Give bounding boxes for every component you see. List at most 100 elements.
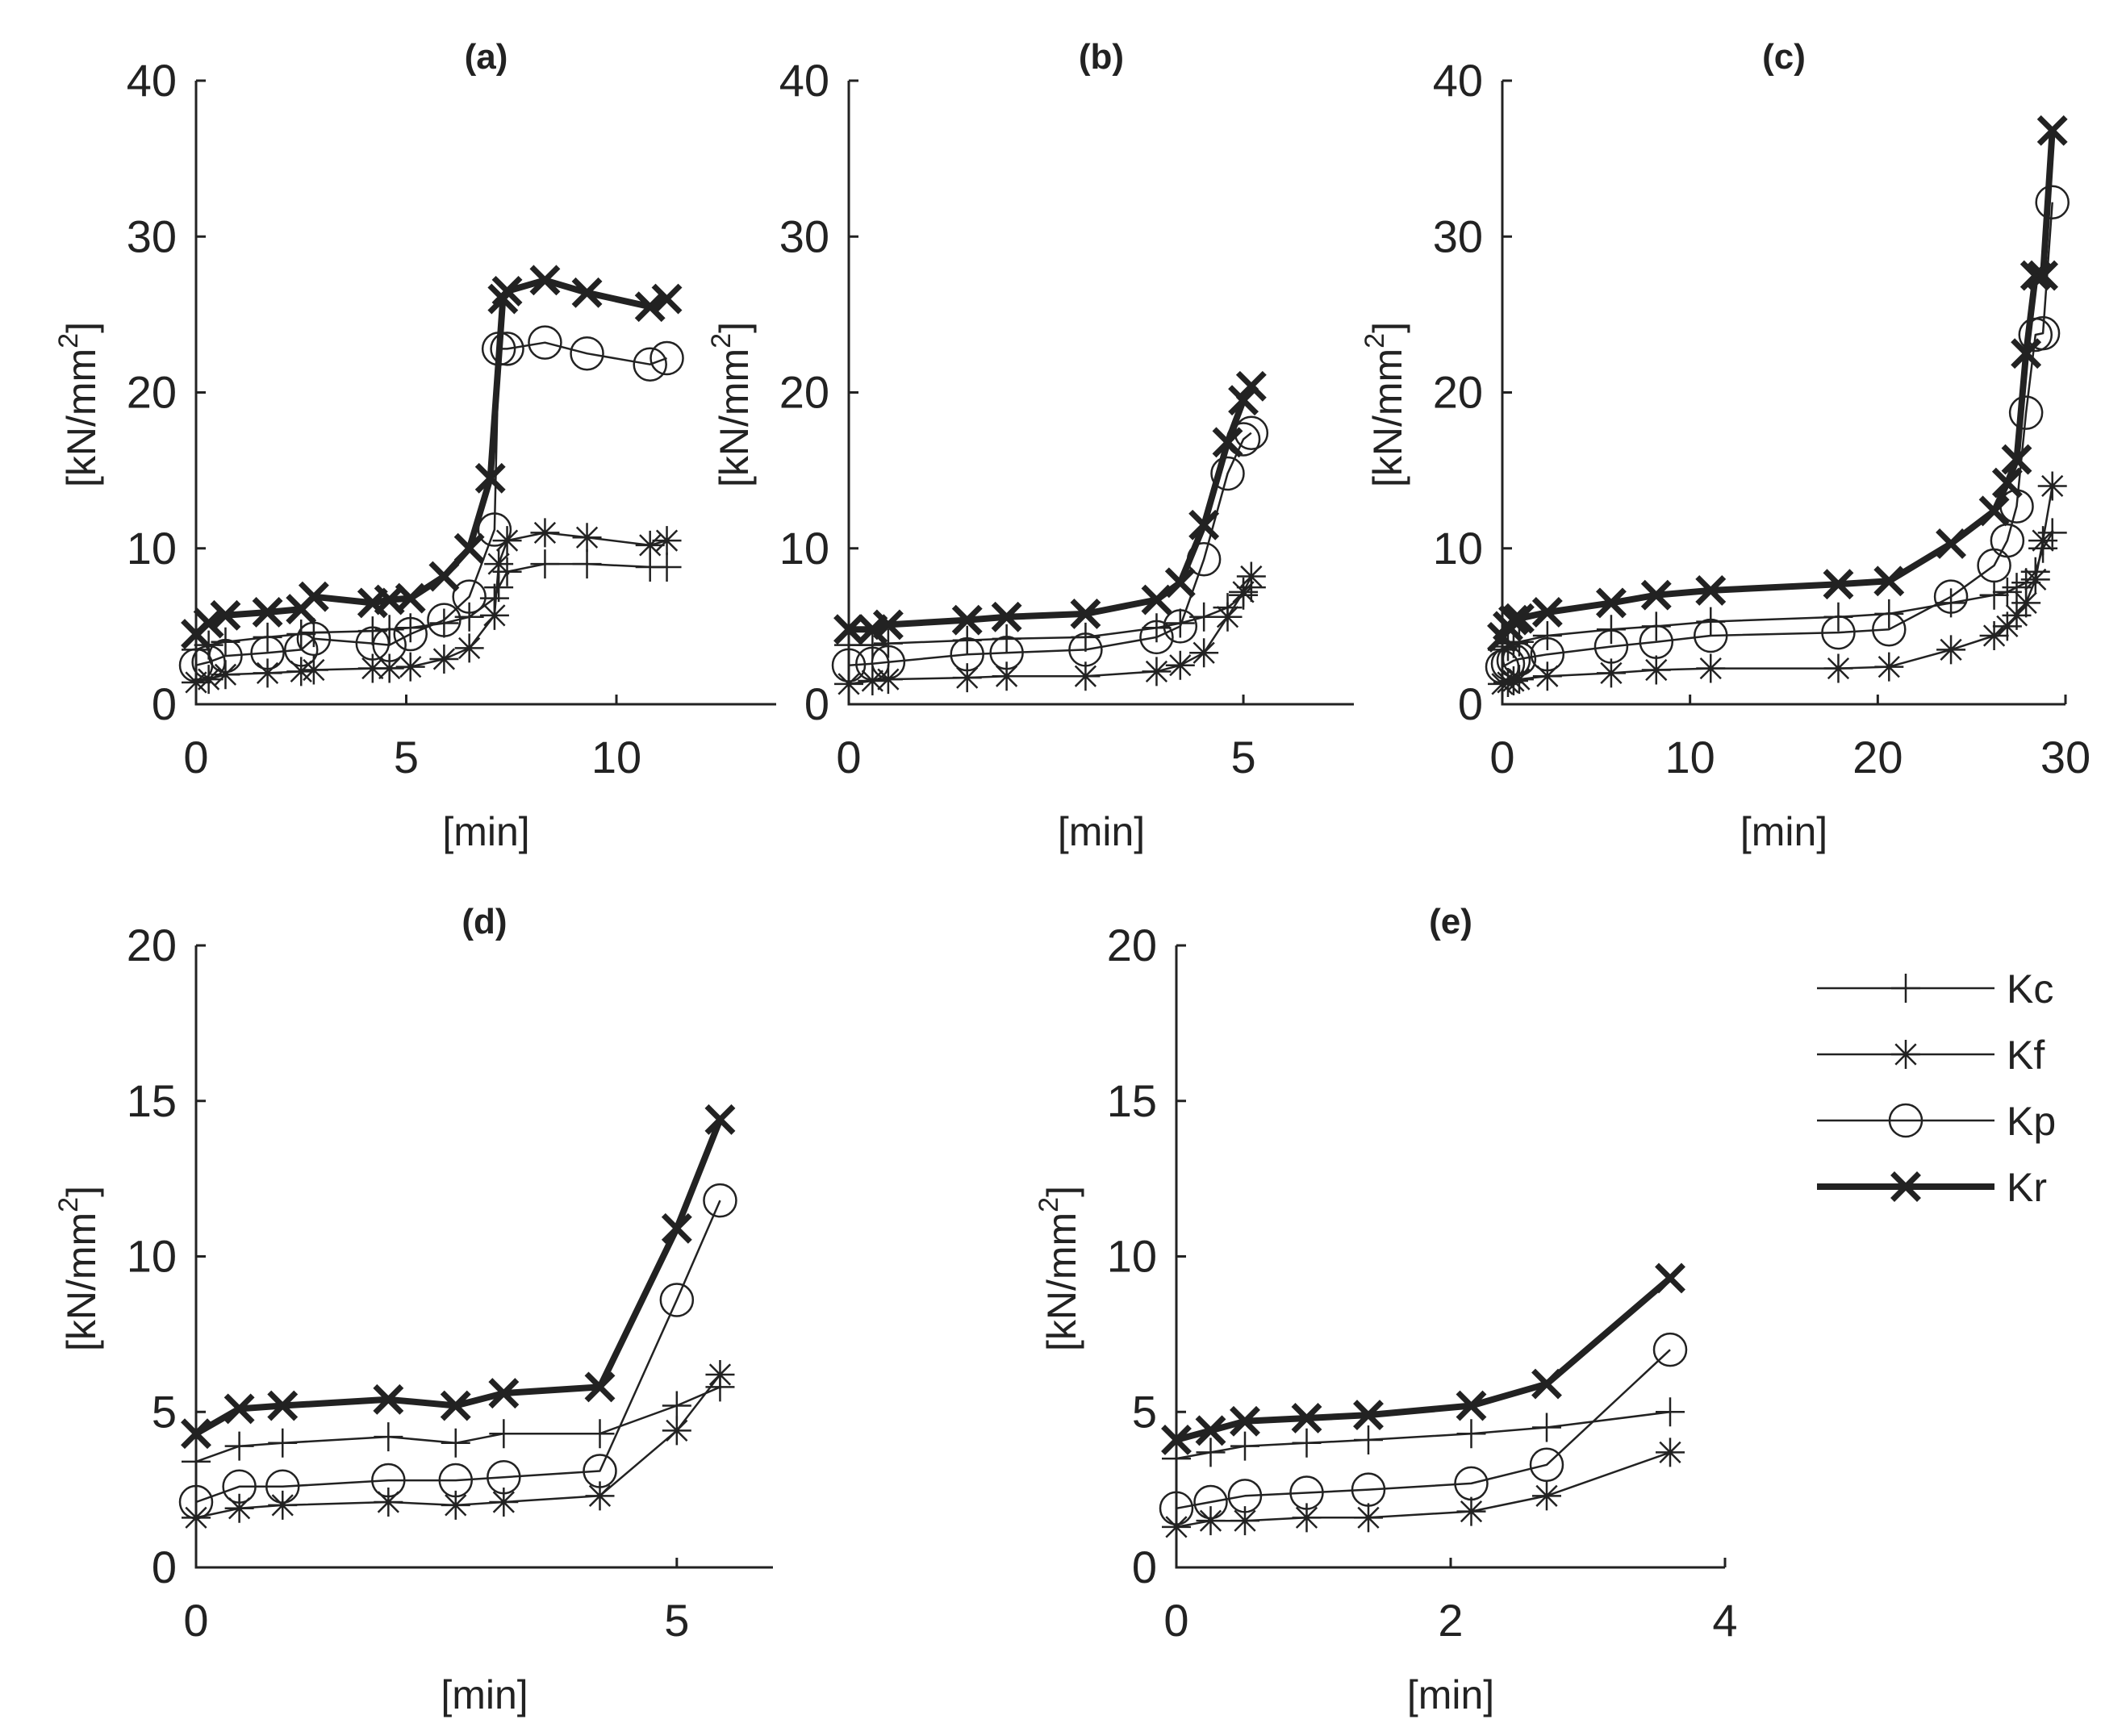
- data-point-Kf: [1071, 661, 1101, 691]
- series-Kr: [1487, 115, 2068, 653]
- y-axis-label-text: [kN/mm: [59, 1212, 104, 1351]
- y-tick-label: 10: [779, 523, 829, 574]
- data-point-Kr: [210, 599, 241, 631]
- data-point-Kr: [1070, 598, 1101, 629]
- x-axis-label: [min]: [441, 1672, 528, 1717]
- data-point-Kp: [950, 636, 984, 672]
- data-point-Kp: [427, 603, 462, 637]
- y-tick-label: 40: [779, 55, 829, 106]
- y-tick-label: 30: [1433, 211, 1483, 261]
- data-point-Kr: [1531, 597, 1563, 628]
- data-point-Kp: [2008, 395, 2044, 430]
- axis-lines: [1501, 81, 2065, 706]
- y-tick-label: 30: [127, 211, 177, 261]
- series-line-Kr: [194, 277, 669, 637]
- data-point-Kc: [572, 549, 602, 579]
- x-tick-label: 0: [1489, 732, 1514, 782]
- series-Kr: [833, 370, 1267, 645]
- data-point-Kc: [1532, 1413, 1561, 1442]
- data-point-Kr: [634, 291, 666, 323]
- data-point-Kr: [440, 1390, 471, 1421]
- data-point-Kr: [395, 582, 426, 614]
- x-tick-label: 4: [1712, 1595, 1737, 1646]
- data-point-Kf: [952, 663, 982, 693]
- data-point-Kp: [1639, 624, 1674, 659]
- data-point-Kc: [374, 1422, 403, 1452]
- data-point-Kr: [1164, 567, 1196, 599]
- data-point-Kr: [1695, 574, 1727, 606]
- data-point-Kr: [1230, 1405, 1260, 1437]
- data-point-Kf: [1229, 577, 1259, 607]
- data-point-Kf: [834, 669, 863, 699]
- data-point-Kf: [1874, 652, 1904, 682]
- data-point-Kp: [1530, 636, 1565, 672]
- data-point-Kp: [222, 1469, 257, 1504]
- data-point-Kf: [1823, 653, 1853, 683]
- data-point-Kp: [1821, 615, 1856, 650]
- data-point-Kr: [267, 1390, 299, 1421]
- data-point-Kr: [428, 561, 460, 592]
- data-point-Kf: [1142, 657, 1172, 686]
- data-point-Kf: [585, 1481, 615, 1511]
- data-point-Kc: [1162, 1444, 1191, 1474]
- data-point-Kc: [1696, 607, 1726, 636]
- data-point-Kp: [1990, 523, 2025, 558]
- data-point-Kr: [252, 597, 283, 628]
- series-Kc: [182, 1372, 735, 1476]
- data-point-Kc: [585, 1419, 615, 1449]
- legend-marker-Kp: [1888, 1103, 1923, 1138]
- data-point-Kf: [1532, 1481, 1561, 1511]
- data-point-Kc: [1354, 1425, 1383, 1454]
- data-point-Kp: [372, 628, 407, 662]
- y-tick-label: 0: [152, 1542, 177, 1592]
- data-point-Kp: [570, 336, 604, 371]
- y-tick-label: 10: [1433, 523, 1483, 574]
- data-point-Kf: [572, 523, 602, 553]
- data-point-Kc: [268, 1428, 298, 1458]
- data-point-Kf: [429, 644, 459, 674]
- data-point-Kf: [1596, 658, 1626, 688]
- y-tick-label: 40: [127, 55, 177, 106]
- data-point-Kc: [1230, 1431, 1259, 1461]
- data-point-Kp: [1872, 611, 1907, 647]
- data-point-Kf: [992, 661, 1021, 691]
- data-point-Kr: [2001, 444, 2032, 475]
- chart-panel-2: 0 10 20 30 40 0 5 (b) [min] [kN/mm2]: [706, 37, 1354, 854]
- y-tick-label: 0: [1132, 1542, 1157, 1592]
- data-point-Kp: [1163, 609, 1198, 644]
- x-tick-label: 5: [664, 1595, 689, 1646]
- data-point-Kp: [1502, 641, 1537, 677]
- data-point-Kp: [355, 626, 391, 661]
- data-point-Kf: [484, 549, 514, 579]
- x-tick-label: 30: [2040, 732, 2090, 782]
- data-point-Kf: [858, 666, 888, 696]
- data-point-Kc: [489, 1419, 519, 1449]
- data-point-Kf: [1196, 1506, 1226, 1536]
- series-Kc: [1162, 1397, 1685, 1474]
- series-line-Kp: [195, 1200, 721, 1504]
- data-point-Kr: [1503, 603, 1535, 634]
- data-point-Kc: [1656, 1397, 1685, 1427]
- series-Kp: [831, 415, 1269, 682]
- data-point-Kf: [454, 633, 484, 663]
- y-axis-label-superscript: 2: [1360, 333, 1390, 348]
- data-point-Kp: [633, 347, 667, 382]
- y-tick-label: 0: [152, 678, 177, 729]
- panel-title: (c): [1762, 37, 1806, 77]
- data-point-Kf: [1696, 653, 1726, 683]
- data-point-Kr: [193, 607, 224, 639]
- data-point-Kr: [1195, 1415, 1226, 1446]
- panel-title: (e): [1429, 902, 1472, 941]
- data-point-Kp: [1068, 632, 1103, 667]
- data-point-Kr: [2011, 338, 2042, 369]
- series-Kf: [1162, 1438, 1685, 1542]
- data-point-Kr: [1161, 1424, 1192, 1455]
- legend: Kc Kf Kp Kr: [1817, 966, 2056, 1210]
- series-line-Kp: [848, 432, 1252, 666]
- data-point-Kf: [1641, 655, 1671, 685]
- data-point-Kp: [452, 579, 487, 614]
- series-line-Kr: [194, 1118, 724, 1437]
- y-tick-label: 10: [127, 1231, 177, 1282]
- data-point-Kf: [1498, 666, 1528, 696]
- data-point-Kc: [873, 628, 903, 658]
